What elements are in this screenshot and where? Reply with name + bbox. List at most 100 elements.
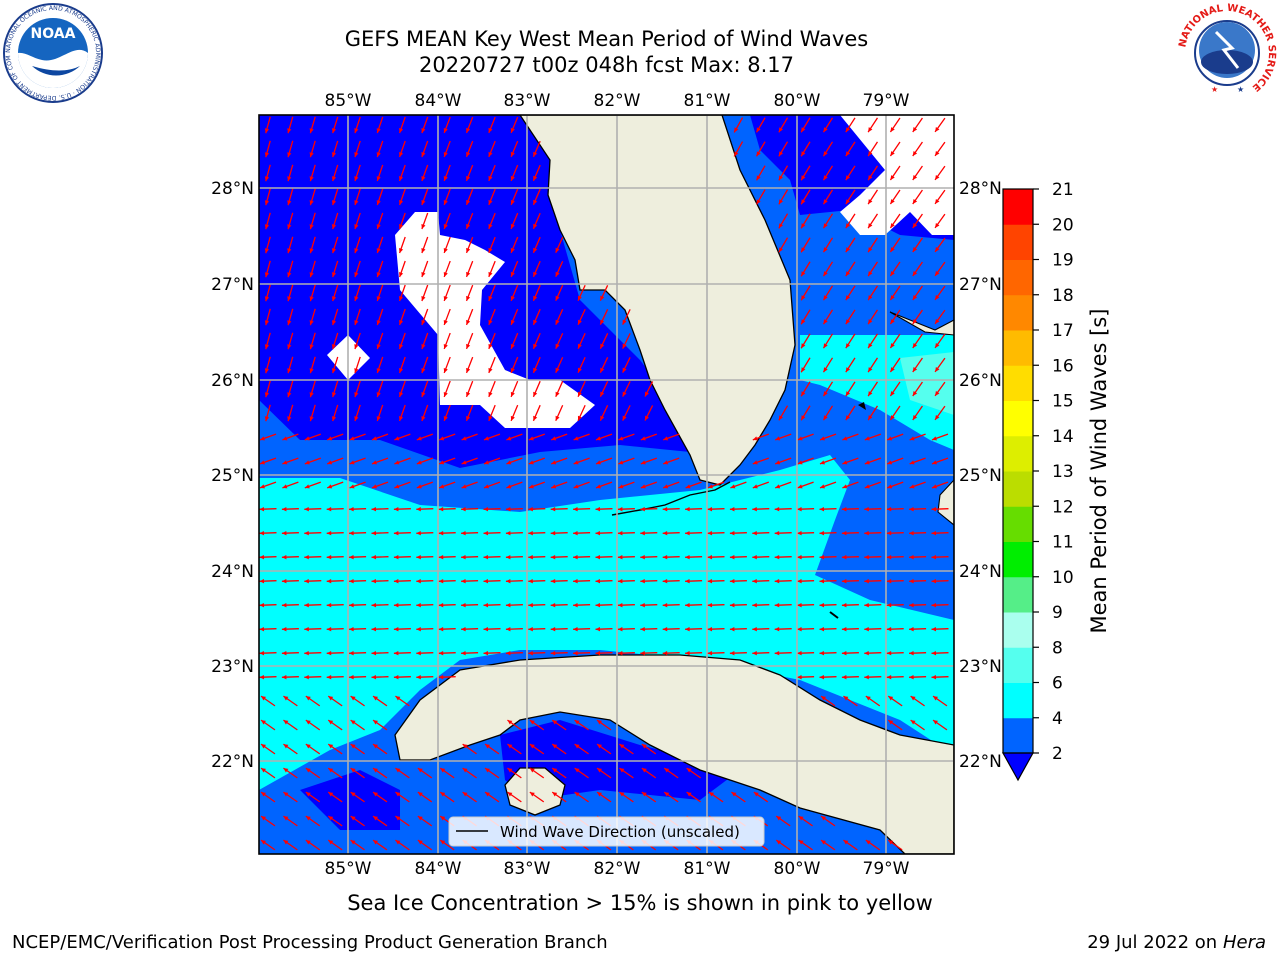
- wave-direction-arrow: [577, 357, 586, 373]
- wave-direction-arrow: [287, 260, 294, 278]
- wave-direction-arrow: [662, 433, 680, 441]
- wave-direction-arrow: [551, 743, 567, 755]
- wave-direction-arrow: [707, 554, 725, 560]
- wave-direction-arrow: [819, 626, 837, 632]
- wave-direction-arrow: [819, 481, 837, 489]
- wave-direction-arrow: [550, 433, 568, 441]
- wave-direction-arrow: [729, 530, 747, 536]
- wave-direction-arrow: [304, 626, 322, 632]
- wave-direction-arrow: [528, 506, 546, 512]
- wave-direction-arrow: [889, 381, 901, 397]
- sea-ice-note: Sea Ice Concentration > 15% is shown in …: [347, 891, 933, 915]
- wave-direction-arrow: [867, 333, 879, 349]
- wave-direction-arrow: [395, 791, 410, 803]
- wave-direction-arrow: [326, 650, 344, 656]
- wave-direction-arrow: [752, 602, 770, 608]
- colorbar-label: Mean Period of Wind Waves [s]: [1087, 309, 1111, 634]
- wave-direction-arrow: [617, 602, 635, 608]
- lat-label: 25°N: [959, 466, 1002, 486]
- wave-direction-arrow: [774, 506, 792, 512]
- wave-direction-arrow: [331, 188, 339, 206]
- wave-direction-arrow: [421, 140, 429, 158]
- wave-direction-arrow: [326, 530, 344, 536]
- wave-direction-arrow: [483, 457, 501, 465]
- wave-direction-arrow: [283, 695, 298, 707]
- wave-direction-arrow: [931, 578, 949, 584]
- wave-direction-arrow: [417, 815, 433, 827]
- wave-direction-arrow: [889, 357, 901, 373]
- wave-direction-arrow: [483, 530, 501, 536]
- wave-direction-arrow: [867, 405, 879, 421]
- wave-direction-arrow: [259, 578, 277, 584]
- wave-direction-arrow: [376, 188, 384, 206]
- wave-direction-arrow: [349, 530, 367, 536]
- wave-direction-arrow: [327, 815, 343, 827]
- wave-direction-arrow: [421, 236, 429, 254]
- lat-labels-left: 28°N 27°N 26°N 25°N 24°N 23°N 22°N: [211, 179, 254, 772]
- wave-direction-arrow: [931, 506, 949, 512]
- wave-direction-arrow: [617, 554, 635, 560]
- wave-direction-arrow: [349, 626, 367, 632]
- wave-direction-arrow: [465, 236, 474, 254]
- wave-direction-arrow: [416, 626, 434, 632]
- wave-direction-arrow: [845, 261, 856, 277]
- wave-direction-arrow: [371, 481, 389, 489]
- wave-direction-arrow: [372, 695, 388, 707]
- wave-direction-arrow: [331, 308, 339, 326]
- wave-direction-arrow: [867, 213, 879, 229]
- wave-direction-arrow: [622, 309, 631, 325]
- wave-direction-arrow: [573, 481, 590, 489]
- wave-direction-arrow: [309, 164, 316, 182]
- wave-direction-arrow: [798, 815, 813, 827]
- wave-direction-arrow: [483, 481, 501, 489]
- land-cuba: [394, 654, 954, 854]
- wave-direction-arrow: [309, 140, 316, 158]
- wave-direction-arrow: [733, 141, 744, 157]
- wave-direction-arrow: [394, 457, 411, 465]
- wave-direction-arrow: [331, 116, 339, 134]
- lat-labels-right: 28°N 27°N 26°N 25°N 24°N 23°N 22°N: [959, 179, 1002, 772]
- wave-direction-arrow: [376, 380, 384, 398]
- wave-direction-arrow: [393, 554, 411, 560]
- wave-direction-arrow: [354, 116, 361, 134]
- wave-direction-arrow: [510, 308, 519, 326]
- wave-direction-arrow: [822, 117, 834, 133]
- wave-direction-arrow: [483, 554, 501, 560]
- colorbar-band: [1003, 365, 1033, 401]
- wave-direction-arrow: [662, 626, 680, 632]
- wave-direction-arrow: [462, 791, 477, 803]
- colorbar-band: [1003, 506, 1033, 542]
- wave-direction-arrow: [595, 433, 613, 441]
- wave-direction-arrow: [372, 791, 388, 803]
- wave-direction-arrow: [484, 791, 500, 803]
- wave-direction-arrow: [354, 332, 361, 350]
- wave-direction-arrow: [376, 404, 384, 422]
- wave-direction-arrow: [421, 332, 429, 350]
- wave-direction-arrow: [283, 839, 298, 851]
- wave-direction-arrow: [909, 481, 926, 489]
- wave-direction-arrow: [528, 554, 546, 560]
- wave-direction-arrow: [465, 308, 474, 326]
- wave-direction-arrow: [282, 481, 299, 489]
- wave-direction-arrow: [465, 260, 474, 278]
- wave-direction-arrow: [596, 767, 612, 779]
- wave-direction-arrow: [443, 284, 451, 302]
- wave-direction-arrow: [599, 381, 609, 397]
- wave-direction-arrow: [283, 743, 298, 755]
- wave-direction-arrow: [733, 117, 744, 133]
- wave-direction-arrow: [752, 530, 770, 536]
- wave-direction-arrow: [841, 554, 859, 560]
- wave-direction-arrow: [622, 357, 631, 373]
- wave-direction-arrow: [573, 530, 591, 536]
- wave-direction-arrow: [438, 433, 456, 441]
- wave-direction-arrow: [619, 767, 634, 779]
- wave-direction-arrow: [909, 554, 927, 560]
- wave-direction-arrow: [372, 767, 388, 779]
- wave-direction-arrow: [416, 481, 434, 489]
- lon-label: 80°W: [774, 859, 821, 879]
- wave-direction-arrow: [416, 578, 434, 584]
- wave-direction-arrow: [934, 117, 946, 133]
- wave-direction-arrow: [774, 626, 792, 632]
- no-data-gulf-interior: [395, 212, 595, 428]
- wave-direction-arrow: [393, 650, 411, 656]
